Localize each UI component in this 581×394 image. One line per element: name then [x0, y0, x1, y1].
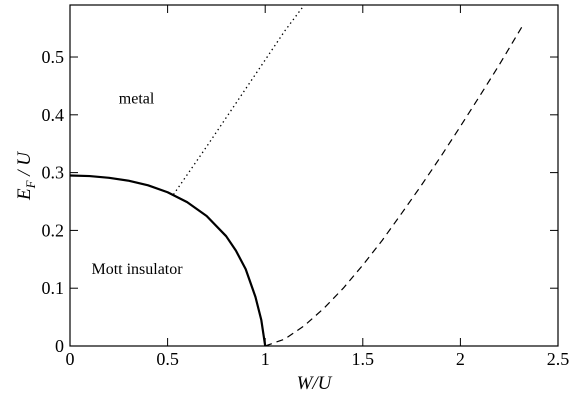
plot-frame	[69, 4, 559, 347]
x-tick-label-0: 0	[66, 349, 75, 369]
annotation-1: Mott insulator	[91, 261, 183, 278]
y-tick-label-2: 0.2	[42, 220, 65, 240]
x-tick-label-2: 1	[261, 349, 270, 369]
series-layer	[69, 4, 524, 347]
x-tick-label-1: 0.5	[156, 349, 179, 369]
series-line-dotted	[172, 4, 305, 195]
annotation-layer: metal Mott insulator	[91, 90, 183, 278]
x-tick-label-5: 2.5	[547, 349, 570, 369]
series-line-dashed	[264, 24, 524, 347]
x-tick-label-4: 2	[456, 349, 465, 369]
y-axis-label-rest: / U	[14, 151, 35, 181]
y-tick-label-0: 0	[55, 336, 64, 356]
x-axis-label: W/U	[297, 373, 333, 394]
tick-layer: 0 0.5 1 1.5 2 2.5 0 0.1 0.2 0.3 0.4 0.5	[42, 5, 570, 369]
series-line-solid	[69, 174, 267, 347]
y-axis-label: EF / U	[14, 151, 38, 201]
x-tick-label-3: 1.5	[352, 349, 375, 369]
y-axis-label-sub: F	[23, 179, 38, 189]
y-tick-label-5: 0.5	[42, 47, 65, 67]
y-tick-label-1: 0.1	[42, 278, 65, 298]
y-tick-label-3: 0.3	[42, 163, 65, 183]
annotation-0: metal	[119, 90, 155, 107]
y-axis-label-main: E	[14, 188, 35, 201]
y-tick-label-4: 0.4	[42, 105, 65, 125]
